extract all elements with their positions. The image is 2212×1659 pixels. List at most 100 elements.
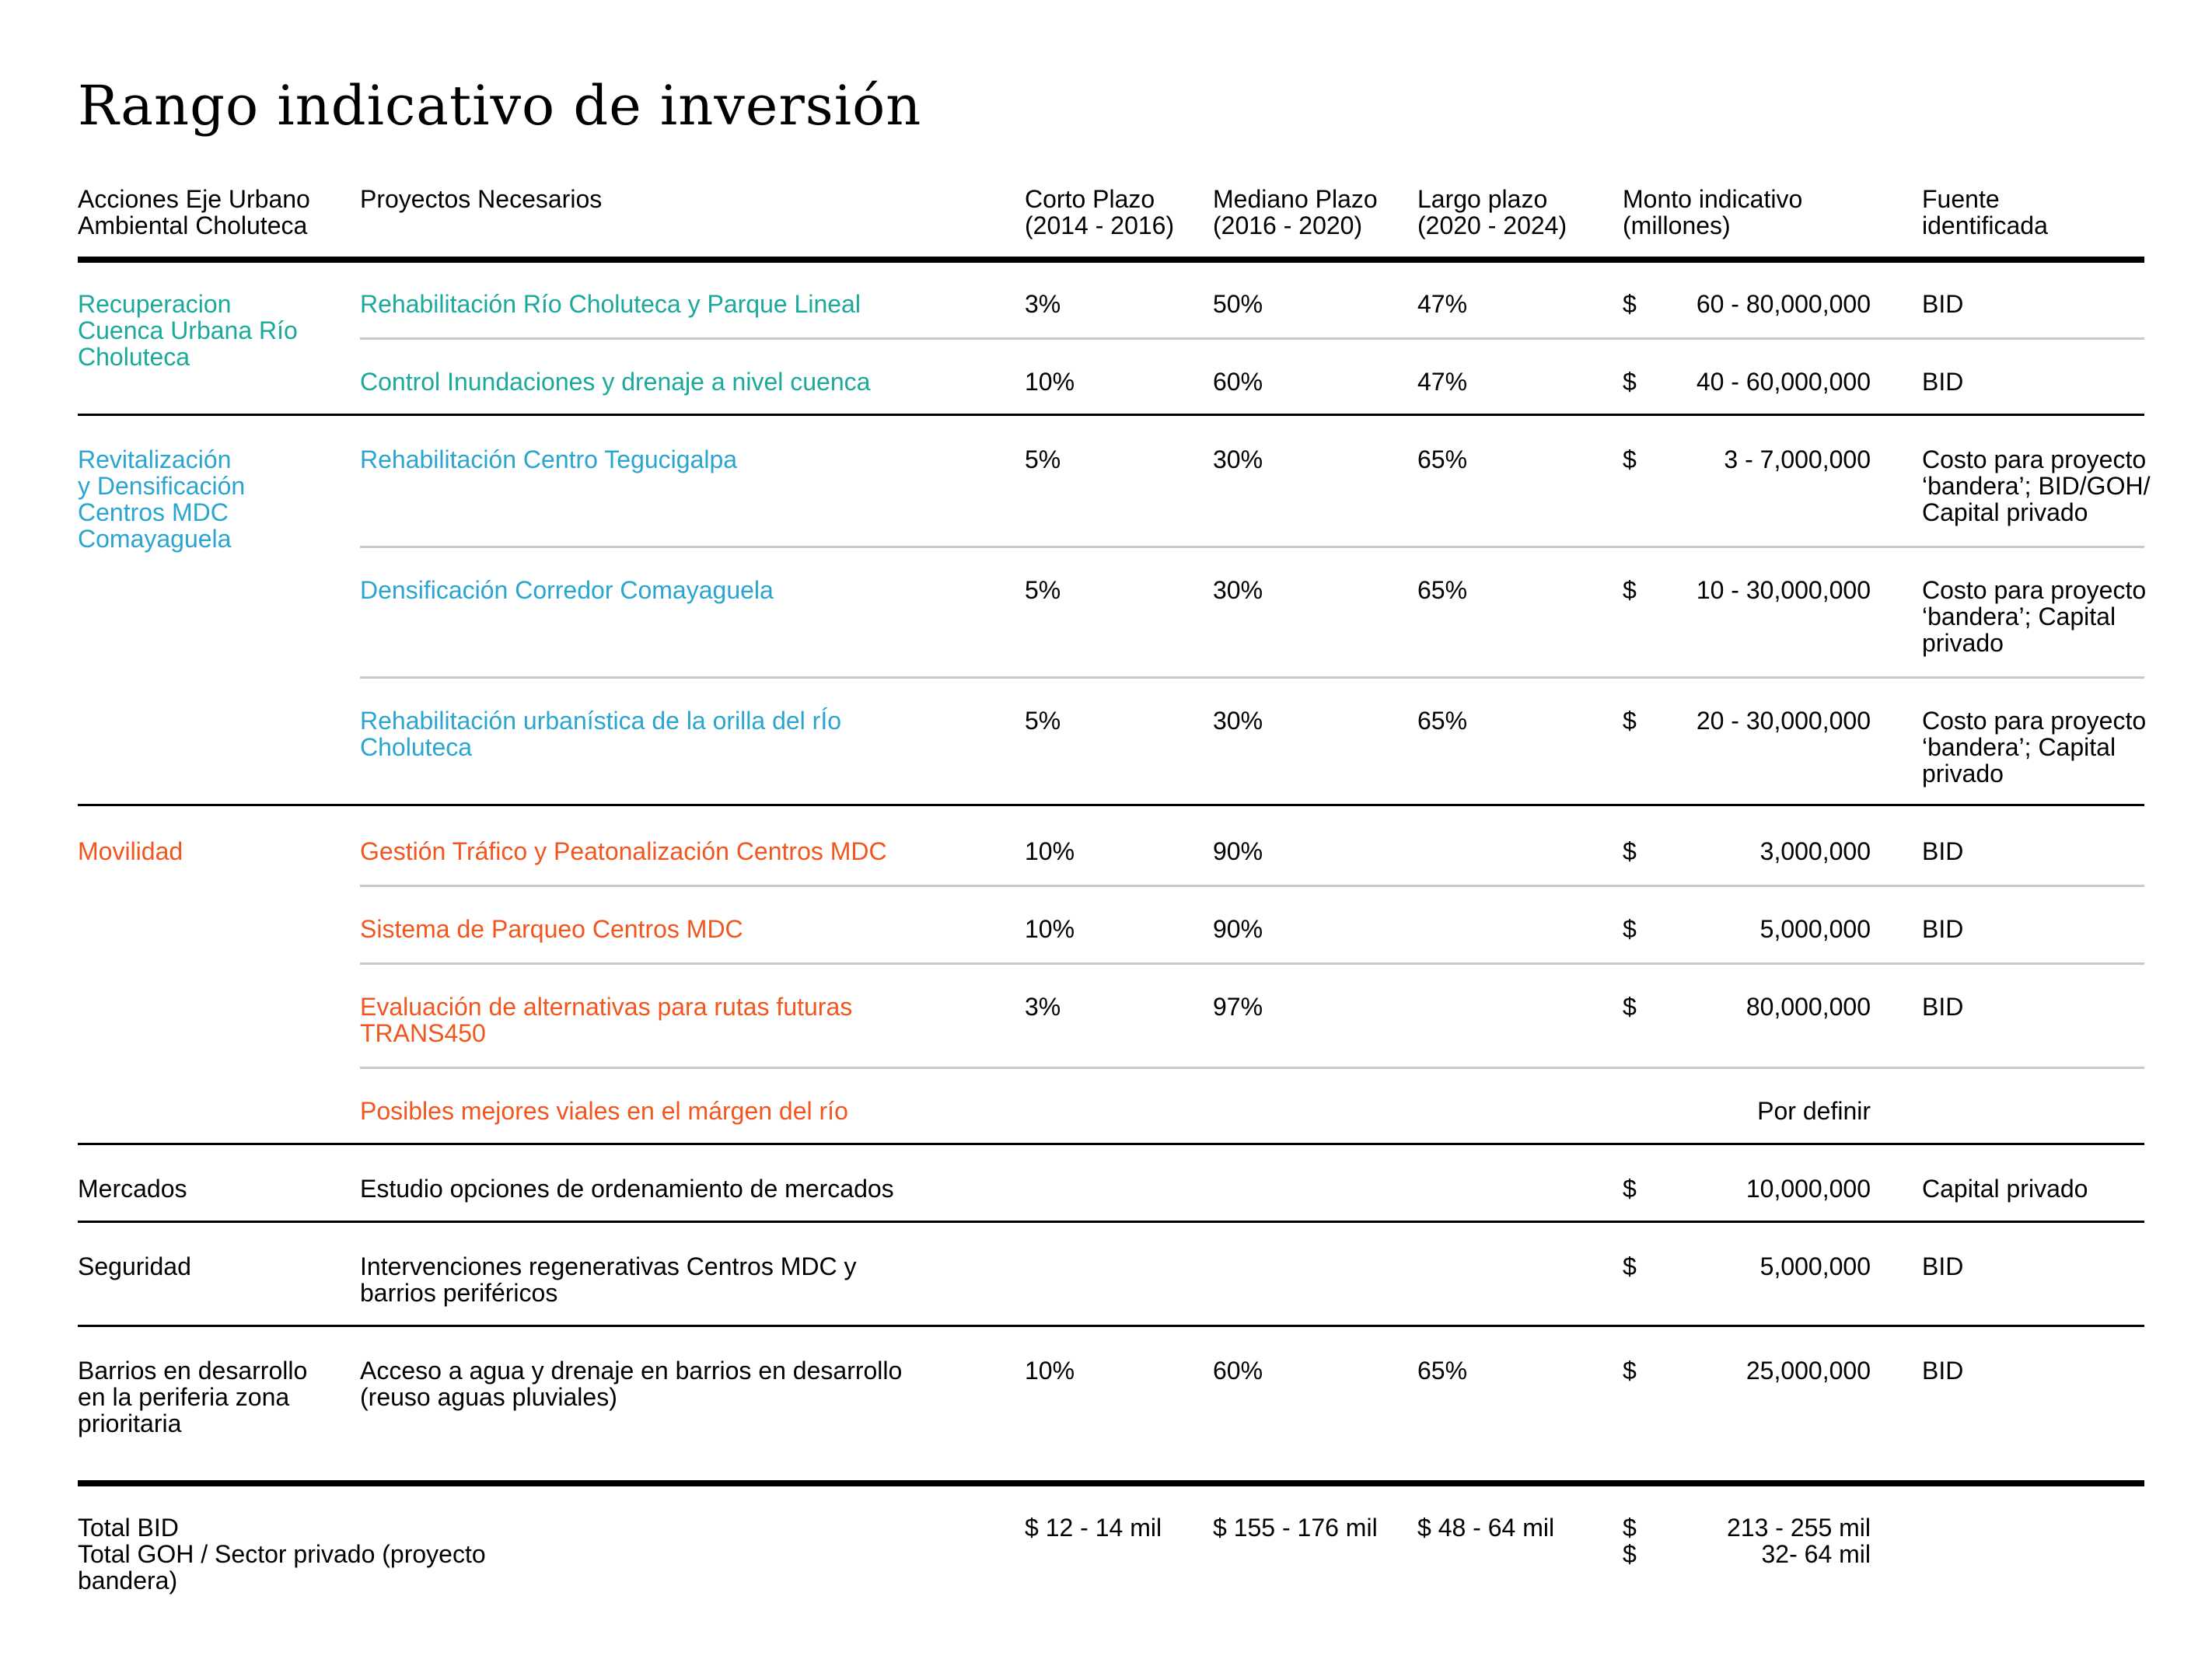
group-divider	[78, 1221, 2144, 1223]
project-name: Intervenciones regenerativas Centros MDC…	[360, 1253, 857, 1306]
corto-plazo-value: 3%	[1025, 291, 1061, 317]
mediano-plazo-value: 60%	[1213, 1357, 1263, 1384]
amount-value: Por definir	[1648, 1098, 1871, 1124]
total-currency: $ $	[1623, 1514, 1637, 1567]
amount-value: 3 - 7,000,000	[1648, 446, 1871, 473]
project-name: Sistema de Parqueo Centros MDC	[360, 916, 743, 942]
currency-symbol: $	[1623, 1253, 1637, 1280]
row-divider	[360, 546, 2144, 548]
currency-symbol: $	[1623, 707, 1637, 734]
corto-plazo-value: 5%	[1025, 707, 1061, 734]
source-value: BID	[1922, 1357, 1963, 1384]
group-divider	[78, 804, 2144, 806]
project-name: Rehabilitación Centro Tegucigalpa	[360, 446, 737, 473]
amount-value: 80,000,000	[1648, 994, 1871, 1020]
mediano-plazo-value: 30%	[1213, 707, 1263, 734]
currency-symbol: $	[1623, 1357, 1637, 1384]
corto-plazo-value: 3%	[1025, 994, 1061, 1020]
source-value: Costo para proyecto ‘bandera’; BID/GOH/ …	[1922, 446, 2150, 526]
amount-value: 10 - 30,000,000	[1648, 577, 1871, 603]
corto-plazo-value: 10%	[1025, 838, 1075, 864]
group-divider	[78, 1325, 2144, 1327]
project-name: Posibles mejores viales en el márgen del…	[360, 1098, 848, 1124]
project-name: Rehabilitación Río Choluteca y Parque Li…	[360, 291, 861, 317]
row-divider	[360, 885, 2144, 887]
group-divider	[78, 1143, 2144, 1145]
largo-plazo-value: 47%	[1417, 368, 1467, 395]
amount-value: 10,000,000	[1648, 1175, 1871, 1202]
group-name: Recuperacion Cuenca Urbana Río Choluteca	[78, 291, 298, 370]
project-name: Evaluación de alternativas para rutas fu…	[360, 994, 852, 1046]
group-name: Barrios en desarrollo en la periferia zo…	[78, 1357, 307, 1437]
mediano-plazo-value: 97%	[1213, 994, 1263, 1020]
amount-value: 3,000,000	[1648, 838, 1871, 864]
currency-symbol: $	[1623, 916, 1637, 942]
source-value: BID	[1922, 368, 1963, 395]
mediano-plazo-value: 30%	[1213, 446, 1263, 473]
project-name: Control Inundaciones y drenaje a nivel c…	[360, 368, 870, 395]
currency-symbol: $	[1623, 1175, 1637, 1202]
total-amount: 213 - 255 mil 32- 64 mil	[1648, 1514, 1871, 1567]
corto-plazo-value: 10%	[1025, 916, 1075, 942]
mediano-plazo-value: 50%	[1213, 291, 1263, 317]
corto-plazo-value: 5%	[1025, 446, 1061, 473]
row-divider	[360, 1067, 2144, 1069]
source-value: BID	[1922, 838, 1963, 864]
source-value: BID	[1922, 291, 1963, 317]
page-title: Rango indicativo de inversión	[78, 74, 921, 138]
largo-plazo-value: 47%	[1417, 291, 1467, 317]
mediano-plazo-value: 60%	[1213, 368, 1263, 395]
header-proyectos: Proyectos Necesarios	[360, 186, 602, 212]
row-divider	[360, 676, 2144, 679]
group-divider	[78, 1480, 2144, 1486]
total-largo: $ 48 - 64 mil	[1417, 1514, 1554, 1541]
project-name: Gestión Tráfico y Peatonalización Centro…	[360, 838, 887, 864]
header-corto-plazo: Corto Plazo (2014 - 2016)	[1025, 186, 1174, 239]
header-monto: Monto indicativo (millones)	[1623, 186, 1802, 239]
project-name: Densificación Corredor Comayaguela	[360, 577, 774, 603]
corto-plazo-value: 5%	[1025, 577, 1061, 603]
group-name: Movilidad	[78, 838, 183, 864]
amount-value: 40 - 60,000,000	[1648, 368, 1871, 395]
mediano-plazo-value: 90%	[1213, 916, 1263, 942]
source-value: Capital privado	[1922, 1175, 2088, 1202]
source-value: BID	[1922, 1253, 1963, 1280]
header-largo-plazo: Largo plazo (2020 - 2024)	[1417, 186, 1567, 239]
mediano-plazo-value: 90%	[1213, 838, 1263, 864]
source-value: Costo para proyecto ‘bandera’; Capital p…	[1922, 577, 2146, 656]
group-name: Revitalización y Densificación Centros M…	[78, 446, 245, 552]
amount-value: 60 - 80,000,000	[1648, 291, 1871, 317]
currency-symbol: $	[1623, 994, 1637, 1020]
header-mediano-plazo: Mediano Plazo (2016 - 2020)	[1213, 186, 1378, 239]
amount-value: 5,000,000	[1648, 1253, 1871, 1280]
corto-plazo-value: 10%	[1025, 1357, 1075, 1384]
currency-symbol: $	[1623, 291, 1637, 317]
project-name: Estudio opciones de ordenamiento de merc…	[360, 1175, 894, 1202]
header-divider	[78, 257, 2144, 263]
project-name: Acceso a agua y drenaje en barrios en de…	[360, 1357, 902, 1410]
currency-symbol: $	[1623, 446, 1637, 473]
total-mediano: $ 155 - 176 mil	[1213, 1514, 1378, 1541]
total-corto: $ 12 - 14 mil	[1025, 1514, 1162, 1541]
corto-plazo-value: 10%	[1025, 368, 1075, 395]
largo-plazo-value: 65%	[1417, 577, 1467, 603]
group-divider	[78, 414, 2144, 416]
source-value: BID	[1922, 994, 1963, 1020]
source-value: Costo para proyecto ‘bandera’; Capital p…	[1922, 707, 2146, 787]
header-acciones: Acciones Eje Urbano Ambiental Choluteca	[78, 186, 310, 239]
source-value: BID	[1922, 916, 1963, 942]
row-divider	[360, 337, 2144, 340]
amount-value: 5,000,000	[1648, 916, 1871, 942]
group-name: Mercados	[78, 1175, 187, 1202]
project-name: Rehabilitación urbanística de la orilla …	[360, 707, 841, 760]
largo-plazo-value: 65%	[1417, 446, 1467, 473]
amount-value: 25,000,000	[1648, 1357, 1871, 1384]
totals-label: Total BID Total GOH / Sector privado (pr…	[78, 1514, 486, 1594]
group-name: Seguridad	[78, 1253, 191, 1280]
row-divider	[360, 962, 2144, 965]
currency-symbol: $	[1623, 838, 1637, 864]
currency-symbol: $	[1623, 577, 1637, 603]
amount-value: 20 - 30,000,000	[1648, 707, 1871, 734]
mediano-plazo-value: 30%	[1213, 577, 1263, 603]
largo-plazo-value: 65%	[1417, 707, 1467, 734]
